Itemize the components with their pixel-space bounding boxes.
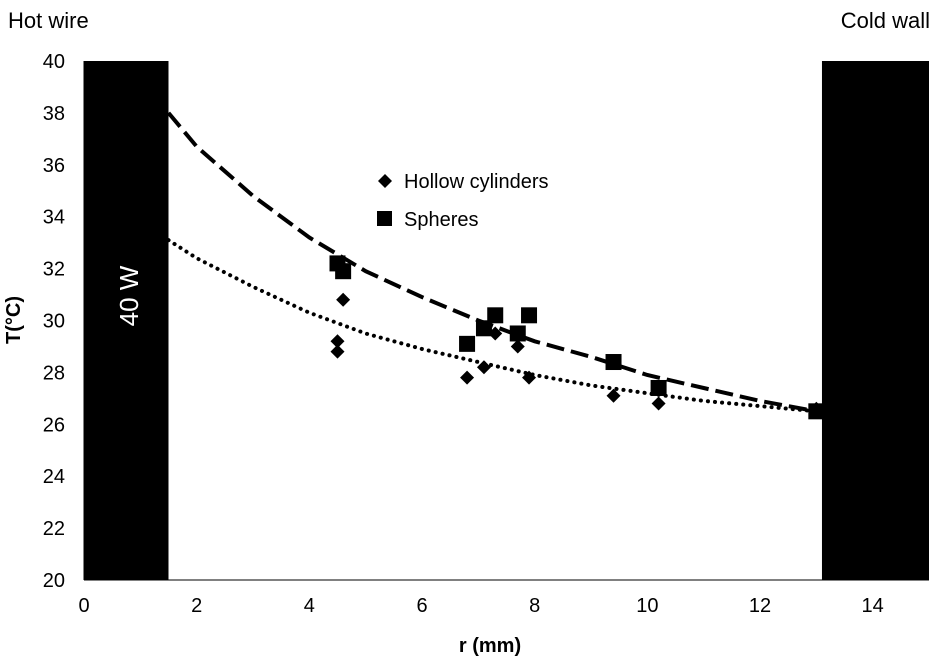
- hot-wire-region: [84, 61, 169, 580]
- power-label: 40 W: [114, 265, 144, 326]
- y-tick-label: 34: [43, 207, 65, 229]
- data-point-square: [475, 320, 492, 337]
- trendline-dashed: [166, 111, 817, 414]
- data-point-diamond: [476, 360, 491, 375]
- y-tick-label: 40: [43, 51, 65, 73]
- trendlines-layer: [166, 111, 819, 414]
- data-point-diamond: [510, 339, 525, 354]
- data-point-square: [459, 335, 476, 352]
- axes-layer: [83, 61, 929, 581]
- legend-label-hollow-cylinders: Hollow cylinders: [404, 171, 549, 193]
- trendline-dotted: [166, 238, 819, 414]
- data-point-diamond: [522, 370, 537, 385]
- y-tick-label: 38: [43, 103, 65, 125]
- x-tick-label: 14: [862, 595, 884, 617]
- x-tick-label: 2: [191, 595, 202, 617]
- data-point-square: [605, 354, 622, 371]
- x-tick-label: 10: [636, 595, 658, 617]
- y-tick-label: 22: [43, 518, 65, 540]
- data-point-diamond: [651, 396, 666, 411]
- y-tick-label: 24: [43, 466, 65, 488]
- data-point-square: [335, 263, 352, 280]
- data-point-diamond: [460, 370, 475, 385]
- cold-wall-label: Cold wall: [841, 8, 930, 33]
- legend-marker-diamond: [378, 174, 392, 188]
- data-point-square: [808, 403, 825, 420]
- x-tick-label: 0: [78, 595, 89, 617]
- regions-layer: [84, 61, 929, 580]
- y-tick-label: 32: [43, 259, 65, 281]
- data-point-square: [650, 379, 667, 396]
- y-tick-label: 36: [43, 155, 65, 177]
- x-axis-title: r (mm): [459, 635, 521, 657]
- cold-wall-region: [821, 61, 929, 580]
- hot-wire-label: Hot wire: [8, 8, 89, 33]
- data-point-diamond: [330, 334, 345, 349]
- x-tick-label: 4: [304, 595, 315, 617]
- y-axis-title: T(°C): [3, 296, 25, 344]
- y-tick-label: 28: [43, 362, 65, 384]
- legend: Hollow cylinders Spheres: [377, 171, 549, 231]
- points-layer: [329, 255, 825, 420]
- data-point-diamond: [606, 388, 621, 403]
- y-tick-label: 20: [43, 570, 65, 592]
- legend-marker-square: [377, 211, 392, 226]
- data-point-square: [487, 307, 504, 324]
- x-tick-label: 6: [416, 595, 427, 617]
- data-point-diamond: [336, 292, 351, 307]
- data-point-square: [509, 325, 526, 342]
- x-tick-label: 12: [749, 595, 771, 617]
- y-tick-label: 26: [43, 414, 65, 436]
- y-tick-label: 30: [43, 311, 65, 333]
- legend-label-spheres: Spheres: [404, 209, 479, 231]
- data-point-diamond: [330, 344, 345, 359]
- data-point-square: [521, 307, 538, 324]
- x-tick-label: 8: [529, 595, 540, 617]
